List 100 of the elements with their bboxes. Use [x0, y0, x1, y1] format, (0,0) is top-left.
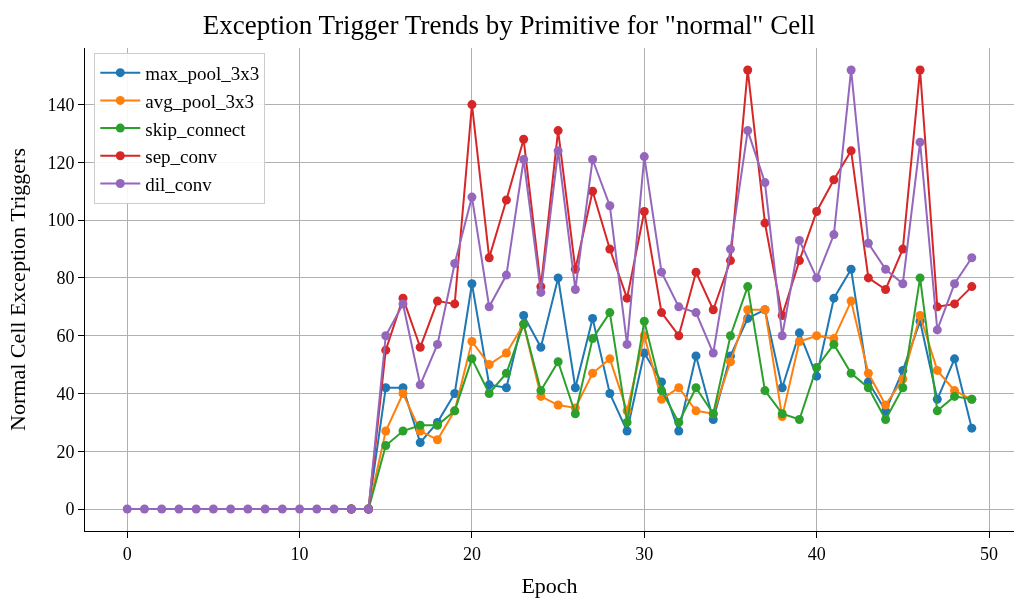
point [519, 155, 529, 165]
point [950, 354, 960, 364]
point [415, 420, 425, 430]
point [484, 253, 494, 263]
point [898, 383, 908, 393]
point [467, 354, 477, 364]
point [312, 504, 322, 514]
point [881, 414, 891, 424]
point [674, 426, 684, 436]
point [570, 409, 580, 419]
point [415, 438, 425, 448]
point [812, 207, 822, 216]
point [950, 279, 960, 289]
x-tick-label: 50 [980, 543, 999, 564]
point [639, 316, 649, 326]
point [139, 504, 149, 514]
y-tick-label: 80 [56, 268, 75, 289]
point [794, 414, 804, 424]
point [915, 137, 925, 147]
point [622, 339, 632, 349]
point [743, 282, 753, 292]
point [639, 152, 649, 162]
point [501, 383, 511, 393]
point [553, 146, 563, 156]
point [381, 426, 391, 436]
point [846, 65, 856, 75]
point [432, 435, 442, 445]
point [777, 383, 787, 393]
point [932, 365, 942, 375]
point [415, 380, 425, 390]
point [450, 389, 460, 398]
point [950, 299, 960, 309]
point [812, 331, 822, 341]
point [657, 308, 667, 318]
point [829, 339, 839, 349]
point [639, 207, 649, 216]
point [622, 426, 632, 436]
point [519, 134, 529, 144]
point [174, 504, 184, 514]
point [898, 279, 908, 289]
point [881, 264, 891, 274]
y-tick-label: 140 [47, 94, 75, 115]
point [794, 235, 804, 245]
y-tick-label: 20 [56, 441, 75, 462]
x-tick-label: 10 [290, 543, 309, 564]
point [708, 348, 718, 358]
point [829, 230, 839, 240]
point [450, 259, 460, 268]
x-tick-label: 20 [462, 543, 481, 564]
point [588, 368, 598, 378]
x-tick-label: 40 [807, 543, 826, 564]
point [967, 253, 977, 263]
point [915, 65, 925, 75]
point [725, 331, 735, 341]
point [674, 383, 684, 393]
point [243, 504, 253, 514]
y-tick-label: 40 [56, 383, 75, 404]
point [863, 238, 873, 248]
point [588, 155, 598, 165]
point [950, 391, 960, 401]
y-axis-title: Normal Cell Exception Triggers [5, 148, 31, 431]
point [760, 178, 770, 188]
point [674, 302, 684, 312]
point [967, 282, 977, 292]
point [329, 504, 339, 514]
point [777, 331, 787, 341]
point [812, 363, 822, 372]
point [657, 267, 667, 277]
point [708, 305, 718, 315]
point [553, 400, 563, 410]
point [553, 357, 563, 367]
point [122, 504, 132, 514]
point [432, 296, 442, 306]
point [501, 270, 511, 280]
legend-label: sep_conv [145, 146, 218, 168]
point [657, 386, 667, 396]
point [863, 368, 873, 378]
point [295, 504, 305, 514]
point [484, 360, 494, 370]
point [484, 302, 494, 312]
point [226, 504, 236, 514]
point [605, 354, 615, 364]
point [725, 357, 735, 367]
point [846, 368, 856, 378]
point [157, 504, 167, 514]
point [605, 201, 615, 211]
point [863, 383, 873, 393]
point [691, 267, 701, 277]
point [846, 264, 856, 274]
point [794, 328, 804, 338]
point [553, 126, 563, 136]
point [932, 325, 942, 335]
point [570, 285, 580, 294]
point [915, 273, 925, 283]
point [760, 218, 770, 228]
point [691, 351, 701, 361]
point [398, 389, 408, 398]
point [829, 175, 839, 185]
point [674, 331, 684, 341]
legend-label: dil_conv [145, 173, 213, 195]
